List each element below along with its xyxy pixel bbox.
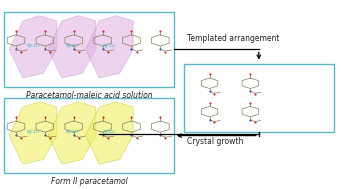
Text: Form II paracetamol: Form II paracetamol — [50, 177, 128, 186]
FancyBboxPatch shape — [4, 98, 174, 173]
Text: $R_2^2(21)$: $R_2^2(21)$ — [26, 41, 40, 52]
Text: $R_4^4(22)$: $R_4^4(22)$ — [65, 127, 79, 138]
Text: $R_4^4(22)$: $R_4^4(22)$ — [26, 127, 40, 138]
FancyBboxPatch shape — [184, 64, 333, 132]
Polygon shape — [48, 16, 96, 78]
Text: Paracetamol-maleic acid solution: Paracetamol-maleic acid solution — [26, 91, 152, 100]
Text: Templated arrangement: Templated arrangement — [188, 34, 280, 43]
Text: Crystal growth: Crystal growth — [188, 137, 244, 146]
Polygon shape — [86, 102, 133, 164]
Polygon shape — [9, 102, 57, 164]
FancyBboxPatch shape — [4, 12, 174, 87]
Text: $R_2^2(21)$: $R_2^2(21)$ — [102, 41, 117, 52]
Polygon shape — [86, 16, 133, 78]
Text: $R_2^2(21)$: $R_2^2(21)$ — [65, 41, 79, 52]
Polygon shape — [9, 16, 57, 78]
Polygon shape — [48, 102, 96, 164]
Text: $R_4^4(22)$: $R_4^4(22)$ — [102, 127, 117, 138]
